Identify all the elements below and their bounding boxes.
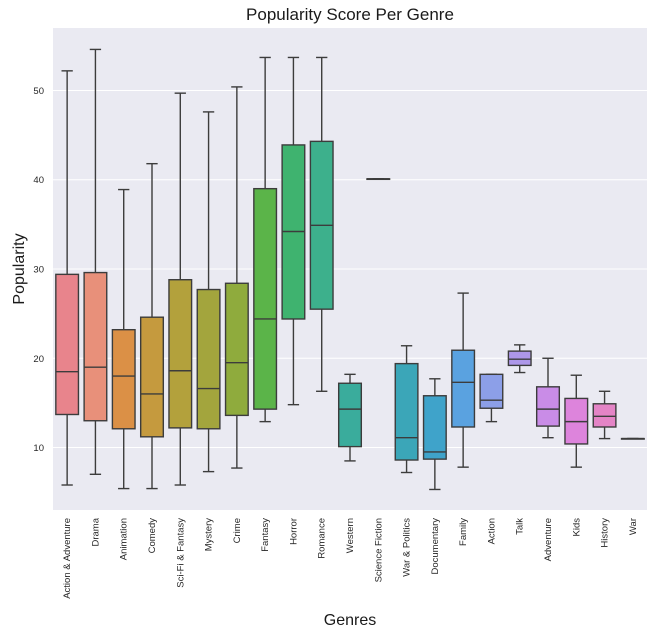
x-tick-label-documentary: Documentary <box>430 518 441 575</box>
box-crime <box>224 86 249 469</box>
iqr-box-western <box>337 382 363 448</box>
x-tick-label-action-adventure: Action & Adventure <box>62 518 73 599</box>
iqr-box-comedy <box>139 316 165 438</box>
iqr-box-fantasy <box>253 187 278 410</box>
iqr-box-action-adventure <box>55 273 80 416</box>
iqr-box-animation <box>111 328 136 430</box>
x-tick-label-sci-fi-fantasy: Sci-Fi & Fantasy <box>175 518 186 588</box>
iqr-box-talk <box>507 350 532 367</box>
box-kids <box>564 374 589 468</box>
box-history <box>592 390 617 440</box>
iqr-box-mystery <box>196 288 221 430</box>
box-war-politics <box>394 345 419 474</box>
x-tick-label-comedy: Comedy <box>147 518 158 554</box>
x-tick-label-fantasy: Fantasy <box>260 518 271 552</box>
x-tick-label-animation: Animation <box>119 518 130 560</box>
chart-title: Popularity Score Per Genre <box>246 5 454 24</box>
x-tick-label-horror: Horror <box>288 518 299 545</box>
box-western <box>337 373 363 462</box>
x-tick-label-adventure: Adventure <box>543 518 554 561</box>
x-tick-label-romance: Romance <box>317 518 328 559</box>
box-fantasy <box>253 56 278 423</box>
box-drama <box>83 48 108 475</box>
y-tick-label-20: 20 <box>33 354 44 365</box>
iqr-box-drama <box>83 271 108 422</box>
box-documentary <box>422 378 447 491</box>
box-horror <box>281 56 306 406</box>
box-family <box>451 292 476 468</box>
box-sci-fi-fantasy <box>168 92 193 486</box>
x-tick-label-war-politics: War & Politics <box>402 518 413 577</box>
x-tick-labels: Action & Adventure Drama Animation Comedy Sc… <box>62 517 639 599</box>
box-science-fiction <box>366 178 391 181</box>
x-tick-label-crime: Crime <box>232 518 243 543</box>
x-tick-label-science-fiction: Science Fiction <box>373 518 384 582</box>
iqr-box-documentary <box>422 395 447 460</box>
y-tick-label-10: 10 <box>33 443 44 454</box>
iqr-box-war-politics <box>394 362 419 461</box>
iqr-box-adventure <box>535 386 561 427</box>
x-tick-label-drama: Drama <box>90 517 101 546</box>
x-tick-label-western: Western <box>345 518 356 553</box>
x-axis-label: Genres <box>324 612 376 629</box>
y-tick-labels: 10 20 30 40 50 <box>33 86 44 454</box>
box-talk <box>507 344 532 374</box>
box-animation <box>111 188 136 490</box>
x-tick-label-action: Action <box>486 518 497 544</box>
x-tick-label-history: History <box>600 518 611 548</box>
box-comedy <box>139 162 165 490</box>
box-romance <box>309 56 334 392</box>
box-action-adventure <box>55 70 80 486</box>
boxes <box>55 48 645 491</box>
box-mystery <box>196 111 221 473</box>
box-war <box>620 437 645 440</box>
x-tick-label-family: Family <box>458 518 469 546</box>
box-adventure <box>535 357 561 439</box>
iqr-box-action <box>479 373 504 409</box>
y-axis-label: Popularity <box>11 233 28 304</box>
y-tick-label-50: 50 <box>33 86 44 97</box>
x-tick-label-kids: Kids <box>571 518 582 537</box>
box-action <box>479 373 504 423</box>
x-tick-label-talk: Talk <box>515 518 526 535</box>
y-tick-label-30: 30 <box>33 265 44 276</box>
iqr-box-crime <box>224 282 249 417</box>
iqr-box-history <box>592 403 617 428</box>
iqr-box-sci-fi-fantasy <box>168 279 193 429</box>
x-tick-label-mystery: Mystery <box>204 518 215 552</box>
y-tick-label-40: 40 <box>33 175 44 186</box>
x-tick-label-war: War <box>628 518 639 535</box>
iqr-box-family <box>451 349 476 428</box>
